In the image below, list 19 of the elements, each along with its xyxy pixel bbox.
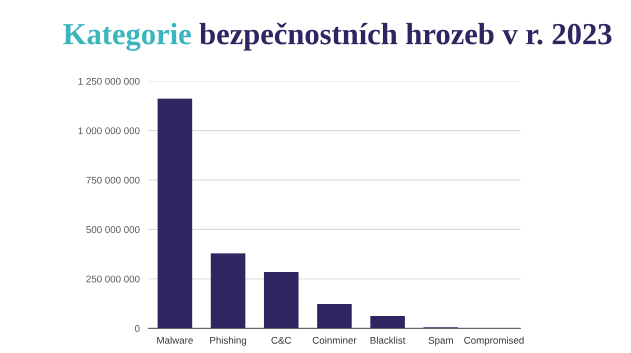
bar	[210, 253, 246, 328]
x-tick-label: Spam	[428, 336, 453, 346]
x-tick-label: Compromised	[464, 336, 524, 346]
y-tick-label: 250 000 000	[86, 276, 140, 282]
y-tick-label: 750 000 000	[86, 176, 140, 184]
bar	[264, 272, 299, 328]
y-tick-label: 0	[134, 325, 140, 332]
y-tick-label: 1 000 000 000	[78, 127, 140, 134]
bar	[317, 304, 352, 328]
x-tick-label: Coinminer	[312, 336, 356, 344]
y-tick-label: 1 250 000 000	[78, 78, 140, 85]
chart-title: Kategorie bezpečnostních hrozeb v r. 2023	[63, 22, 612, 51]
x-tick-label: C&C	[271, 336, 292, 344]
x-tick-label: Blacklist	[370, 336, 406, 344]
bar	[370, 316, 405, 328]
y-tick-label: 500 000 000	[86, 226, 140, 234]
x-tick-label: Phishing	[210, 336, 246, 346]
x-tick-label: Malware	[157, 336, 193, 344]
bar	[158, 98, 192, 328]
